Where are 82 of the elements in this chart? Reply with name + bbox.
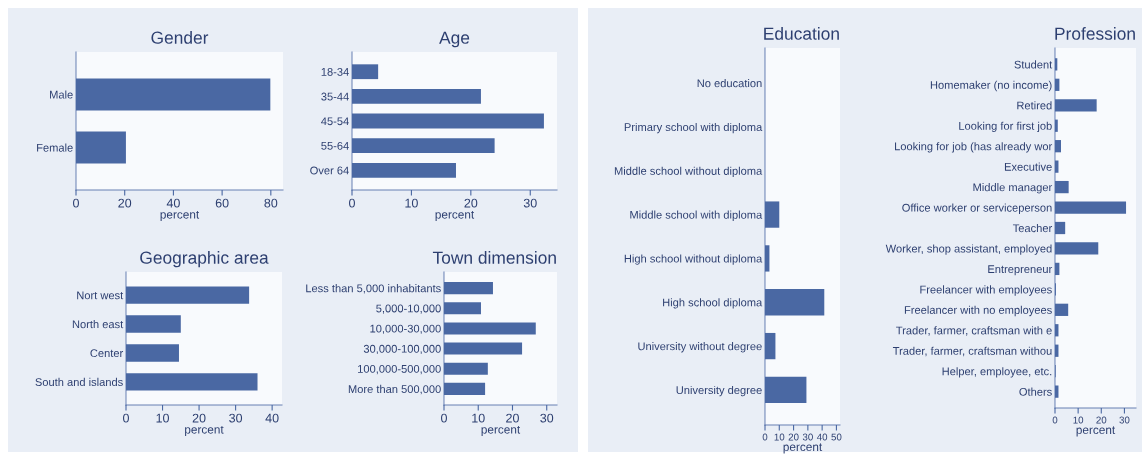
y-tick-label: 5,000-10,000 — [376, 304, 441, 314]
y-tick-label: Freelancer with employees — [920, 285, 1052, 296]
x-tick-label: 30 — [540, 413, 554, 423]
x-tick-label: 20 — [1096, 416, 1107, 424]
x-tick-label: 10 — [1073, 416, 1084, 424]
y-tick-label: Looking for first job — [959, 121, 1052, 133]
y-tick-label: Center — [90, 349, 124, 358]
x-tick-label: 50 — [831, 433, 842, 441]
y-tick-label: Executive — [1004, 162, 1052, 171]
y-tick-label: No education — [697, 79, 762, 88]
x-axis-title: percent — [481, 425, 521, 436]
y-tick-label: Entrepreneur — [988, 265, 1053, 276]
y-tick-label: North east — [72, 320, 124, 329]
y-tick-label: Helper, employee, etc. — [942, 367, 1052, 378]
chart-title: Profession — [1055, 27, 1135, 40]
y-tick-label: Less than 5,000 inhabitants — [306, 284, 441, 294]
x-tick-label: 20 — [464, 198, 478, 208]
y-tick-label: Nort west — [77, 291, 124, 300]
chart-title: Geographic area — [140, 251, 269, 268]
x-tick-label: 0 — [73, 198, 79, 208]
x-tick-label: 0 — [349, 198, 355, 208]
x-tick-label: 10 — [156, 413, 169, 423]
y-tick-label: Trader, farmer, craftsman with e — [896, 326, 1052, 336]
y-tick-label: Homemaker (no income) — [930, 80, 1052, 92]
y-tick-label: 18-34 — [321, 67, 349, 76]
y-tick-label: Over 64 — [310, 166, 349, 175]
x-tick-label: 30 — [229, 413, 243, 423]
x-tick-label: 0 — [762, 433, 768, 441]
y-tick-label: 30,000-100,000 — [363, 344, 441, 355]
x-tick-label: 20 — [118, 198, 132, 208]
y-tick-label: Primary school with diploma — [624, 122, 763, 134]
x-tick-label: 60 — [215, 198, 229, 208]
y-tick-label: 10,000-30,000 — [370, 324, 441, 334]
chart-title: Age — [439, 31, 470, 48]
x-tick-label: 0 — [1052, 416, 1058, 424]
y-tick-label: Student — [1014, 60, 1053, 69]
chart-title: Education — [764, 27, 839, 40]
x-axis-title: percent — [783, 443, 823, 454]
x-tick-label: 10 — [774, 433, 785, 441]
y-tick-label: 35-44 — [321, 92, 349, 101]
y-tick-label: 55-64 — [321, 141, 349, 150]
chart-title: Gender — [151, 31, 209, 44]
chart-title: Town dimension — [432, 251, 556, 264]
y-tick-label: Office worker or serviceperson — [902, 203, 1052, 214]
y-tick-label: University without degree — [638, 342, 762, 353]
y-tick-label: Looking for job (has already wor — [895, 142, 1053, 153]
y-tick-label: University degree — [676, 385, 762, 397]
x-tick-label: 20 — [192, 413, 206, 423]
x-tick-label: 40 — [265, 413, 279, 423]
x-tick-label: 30 — [802, 433, 813, 441]
x-tick-label: 20 — [788, 433, 799, 441]
x-axis-title: percent — [185, 425, 224, 436]
y-tick-label: 45-54 — [321, 117, 349, 126]
y-tick-label: Middle school without diploma — [614, 166, 763, 178]
x-axis-title: percent — [160, 210, 200, 221]
x-tick-label: 30 — [523, 198, 537, 208]
y-tick-label: Trader, farmer, craftsman withou — [892, 346, 1052, 357]
y-tick-label: Male — [50, 90, 73, 99]
y-tick-label: South and islands — [35, 377, 123, 386]
x-tick-label: 10 — [472, 413, 485, 423]
y-tick-label: Others — [1019, 387, 1052, 396]
y-tick-label: More than 500,000 — [348, 384, 441, 395]
y-tick-label: Middle school with diploma — [630, 210, 763, 221]
y-tick-label: 100,000-500,000 — [358, 364, 441, 375]
y-tick-label: Middle manager — [973, 183, 1053, 194]
x-tick-label: 10 — [405, 198, 418, 208]
x-axis-title: percent — [435, 210, 475, 221]
x-tick-label: 0 — [441, 413, 447, 423]
x-axis-title: percent — [1076, 426, 1116, 437]
x-tick-label: 0 — [123, 413, 129, 423]
y-tick-label: High school without diploma — [624, 254, 763, 265]
x-tick-label: 30 — [1119, 416, 1130, 424]
y-tick-label: Worker, shop assistant, employed — [885, 244, 1052, 255]
x-tick-label: 40 — [166, 198, 180, 208]
y-tick-label: Freelancer with no employees — [904, 305, 1052, 317]
y-tick-label: Retired — [1017, 101, 1052, 110]
y-tick-label: Female — [37, 143, 73, 152]
y-tick-label: Teacher — [1012, 223, 1053, 233]
x-tick-label: 80 — [264, 198, 278, 208]
y-tick-label: High school diploma — [663, 298, 763, 309]
x-tick-label: 40 — [816, 433, 828, 441]
x-tick-label: 20 — [506, 413, 519, 423]
